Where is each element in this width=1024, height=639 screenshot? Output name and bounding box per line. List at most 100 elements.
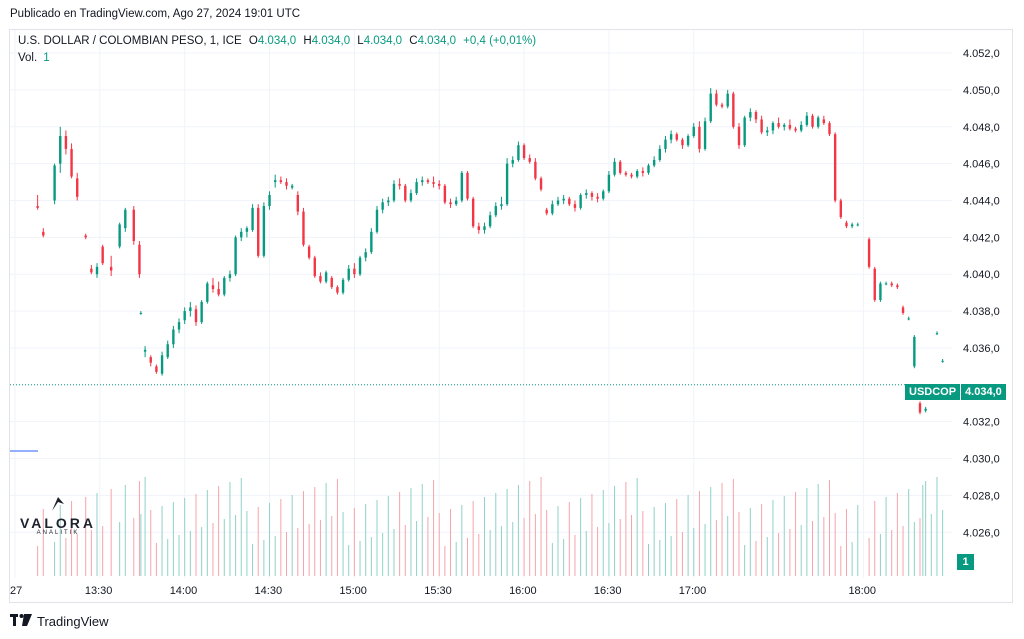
x-tick-label: 16:00 [509, 585, 537, 597]
candle-body [200, 301, 203, 323]
candle-body [149, 357, 152, 363]
candle-body [771, 123, 775, 131]
last-price-tag: USDCOP 4.034,0 [905, 384, 1006, 400]
x-tick-label: 14:30 [255, 585, 283, 597]
footer-brand[interactable]: TradingView [10, 613, 109, 629]
candle-body [720, 104, 724, 107]
candle-body [132, 209, 135, 242]
candle-body [585, 193, 588, 195]
candle-body [800, 124, 803, 131]
candle-body [268, 194, 271, 207]
y-tick-label: 4.052,0 [963, 48, 1000, 60]
candle-body [698, 126, 701, 149]
candle-body [95, 266, 99, 275]
candle-body [488, 215, 492, 227]
candle-body [438, 183, 441, 186]
candle-body [635, 171, 639, 177]
candle-body [686, 135, 690, 146]
candle-body [166, 344, 169, 358]
legend-change: +0,4 (+0,01%) [463, 35, 537, 47]
candle-body [443, 185, 447, 203]
candle-body [760, 119, 763, 133]
candle-body [302, 211, 305, 245]
candle-body [913, 336, 916, 367]
candle-body [918, 403, 922, 413]
candle-body [783, 124, 786, 127]
candle-body [647, 165, 650, 173]
candle-body [545, 209, 548, 214]
candle-body [477, 226, 481, 230]
legend-open-label: O [248, 35, 258, 47]
y-tick-label: 4.040,0 [963, 269, 1000, 281]
candle-body [935, 333, 939, 335]
candle-body [189, 307, 192, 312]
candle-body [415, 182, 418, 194]
candle-body [726, 93, 729, 107]
candle-body [743, 117, 746, 146]
candle-body [681, 139, 684, 146]
candle-body [353, 268, 356, 275]
candle-body [59, 135, 62, 164]
candle-body [777, 123, 780, 127]
candle-body [172, 329, 175, 345]
candle-body [177, 322, 181, 330]
chart-frame[interactable] [9, 29, 1013, 603]
candle-body [466, 172, 469, 199]
y-tick-label: 4.044,0 [963, 196, 1000, 208]
candle-body [460, 172, 464, 201]
footer-brand-label: TradingView [37, 613, 109, 629]
x-tick-label: 13:30 [85, 585, 113, 597]
candle-body [669, 134, 673, 140]
legend-close: 4.034,0 [417, 35, 456, 47]
candle-body [511, 159, 514, 164]
candle-body [143, 349, 147, 352]
candle-body [211, 285, 215, 289]
legend-close-label: C [409, 35, 418, 47]
candle-body [505, 163, 509, 205]
candle-body [387, 200, 390, 203]
x-tick-label: 16:30 [594, 585, 622, 597]
candle-body [375, 209, 379, 232]
candle-body [228, 274, 232, 278]
candle-body [528, 158, 531, 162]
candle-body [732, 93, 735, 127]
candle-body [36, 206, 39, 208]
candle-body [534, 161, 537, 179]
candle-body [341, 279, 345, 293]
candle-body [454, 200, 458, 205]
candle-body [290, 185, 294, 188]
candle-body [313, 257, 316, 277]
candle-body [240, 231, 243, 238]
candle-body [262, 206, 266, 256]
candle-body [641, 171, 645, 173]
candle-body [449, 202, 452, 205]
candle-body [873, 268, 876, 301]
candle-body [42, 231, 45, 236]
candle-body [833, 134, 837, 201]
candle-body [426, 180, 430, 183]
candle-body [245, 228, 249, 232]
y-tick-label: 4.050,0 [963, 85, 1000, 97]
candle-body [364, 252, 367, 258]
candle-body [692, 126, 695, 136]
candle-body [652, 159, 656, 166]
y-tick-label: 4.046,0 [963, 159, 1000, 171]
candle-body [624, 172, 628, 175]
candle-body [223, 277, 226, 295]
candle-body [101, 246, 104, 264]
legend-open: 4.034,0 [257, 35, 297, 47]
candle-body [607, 174, 611, 192]
candle-body [483, 226, 486, 230]
candle-body [70, 148, 73, 177]
candle-body [613, 161, 616, 175]
candle-body [392, 183, 396, 201]
x-tick-label: 17:00 [679, 585, 707, 597]
candle-body [273, 180, 277, 183]
candle-body [924, 408, 927, 411]
candle-body [194, 309, 198, 323]
candle-body [816, 117, 820, 127]
candle-body [539, 178, 543, 190]
valora-watermark: VALORA ANALITIK [18, 495, 98, 536]
candle-body [139, 312, 143, 314]
